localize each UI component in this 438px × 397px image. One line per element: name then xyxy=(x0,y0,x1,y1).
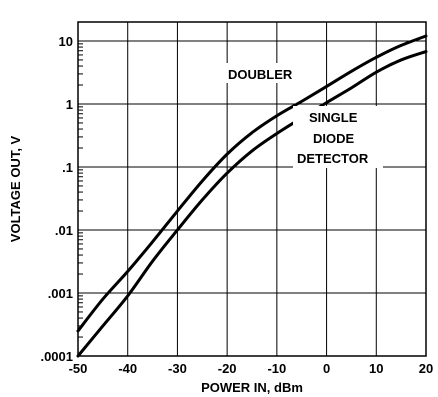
x-tick-label: 20 xyxy=(419,361,433,376)
y-tick-label: 10 xyxy=(59,34,73,49)
plot-frame xyxy=(77,21,427,357)
y-tick-label: .1 xyxy=(62,160,73,175)
x-axis-title: POWER IN, dBm xyxy=(201,380,303,395)
y-tick-label: .001 xyxy=(48,286,73,301)
doubler-label-bg xyxy=(225,63,313,83)
y-axis-title: VOLTAGE OUT, V xyxy=(8,135,23,242)
minor-ticks xyxy=(78,21,83,338)
x-tick-label: -20 xyxy=(218,361,237,376)
series-line-single-diode-detector xyxy=(76,50,428,358)
x-tick-label: 0 xyxy=(323,361,330,376)
x-tick-label: -50 xyxy=(69,361,88,376)
grid-lines xyxy=(78,22,426,356)
detector-label: DETECTOR xyxy=(297,151,369,166)
y-tick-label: .0001 xyxy=(40,349,73,364)
series-line-doubler xyxy=(76,34,428,333)
y-tick-label: 1 xyxy=(66,97,73,112)
x-tick-label: -30 xyxy=(168,361,187,376)
x-tick-label: -40 xyxy=(118,361,137,376)
single-diode-label-bg xyxy=(293,106,383,168)
y-tick-labels: .0001 .001 .01 .1 1 10 xyxy=(40,34,73,364)
diode-label: DIODE xyxy=(313,131,355,146)
x-tick-label: -10 xyxy=(267,361,286,376)
single-label: SINGLE xyxy=(309,110,358,125)
doubler-label: DOUBLER xyxy=(228,67,293,82)
x-tick-labels: -50 -40 -30 -20 -10 0 10 20 xyxy=(69,361,434,376)
x-tick-label: 10 xyxy=(369,361,383,376)
series-group xyxy=(76,34,428,358)
y-tick-label: .01 xyxy=(55,223,73,238)
